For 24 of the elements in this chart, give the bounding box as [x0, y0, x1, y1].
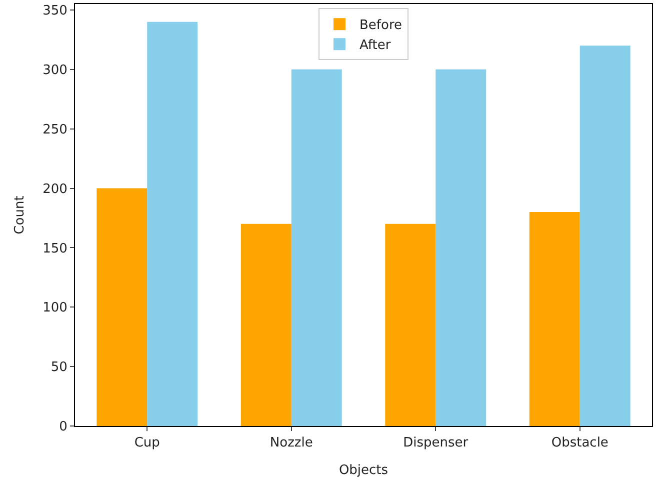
- x-tick-label: Dispenser: [403, 436, 469, 451]
- x-tick-label: Obstacle: [551, 436, 608, 451]
- bar: [96, 188, 148, 426]
- x-tick-label: Cup: [134, 436, 160, 451]
- bar: [147, 22, 198, 426]
- legend-label: After: [360, 38, 392, 54]
- y-tick-label: 200: [42, 182, 68, 197]
- x-tick-label: Nozzle: [270, 436, 313, 451]
- y-tick-label: 0: [59, 420, 68, 435]
- bar: [529, 212, 580, 426]
- bar: [436, 69, 486, 426]
- legend-label: Before: [360, 18, 402, 34]
- y-axis-title: Count: [12, 196, 28, 234]
- y-tick-label: 50: [50, 360, 68, 376]
- y-tick-label: 350: [42, 3, 68, 18]
- y-tick-label: 100: [42, 300, 68, 316]
- x-axis-title: Objects: [338, 463, 388, 478]
- bar: [240, 224, 292, 426]
- y-tick-label: 250: [42, 122, 68, 138]
- bar: [291, 69, 342, 426]
- bar: [385, 224, 436, 426]
- bar: [580, 46, 630, 426]
- y-tick-label: 300: [42, 62, 68, 78]
- y-tick-label: 150: [42, 241, 68, 256]
